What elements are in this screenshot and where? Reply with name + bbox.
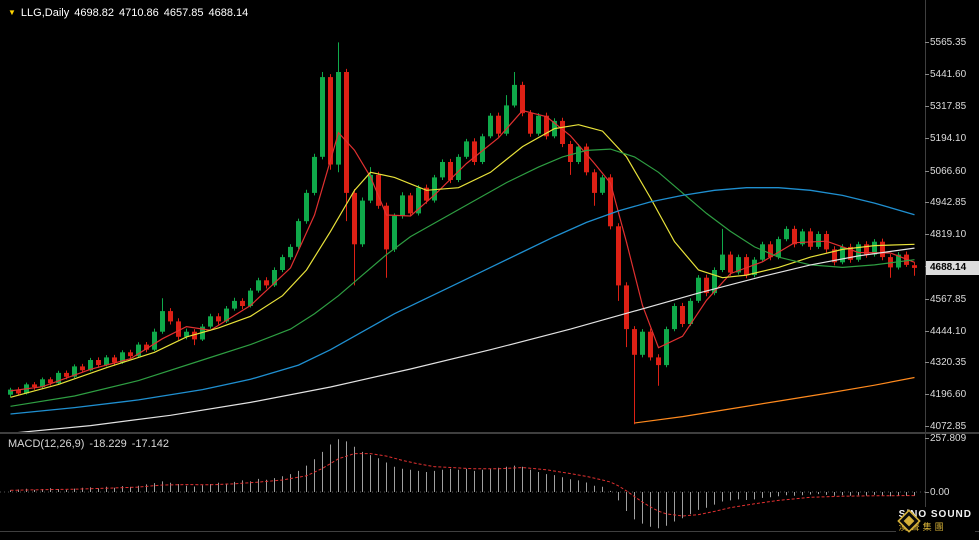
axis-label: 4444.10 bbox=[930, 326, 967, 337]
symbol-ohlc-readout: ▼ LLG,Daily 4698.82 4710.86 4657.85 4688.14 bbox=[8, 7, 253, 19]
symbol-period-label: LLG,Daily bbox=[20, 7, 70, 19]
macd-indicator-name: MACD(12,26,9) bbox=[8, 438, 85, 450]
axis-tick bbox=[925, 42, 929, 43]
symbol-marker-icon: ▼ bbox=[8, 8, 16, 17]
axis-tick bbox=[925, 299, 929, 300]
axis-label: 5194.10 bbox=[930, 133, 967, 144]
ohlc-high-value: 4710.86 bbox=[118, 7, 159, 19]
ohlc-close-value: 4688.14 bbox=[208, 7, 249, 19]
logo-text-cn: 漢聲集團 bbox=[898, 521, 947, 532]
bottom-separator bbox=[0, 531, 979, 532]
axis-label: 5317.85 bbox=[930, 101, 967, 112]
macd-main-value: -18.229 bbox=[89, 438, 127, 450]
axis-label: 4072.85 bbox=[930, 421, 967, 432]
axis-tick bbox=[925, 492, 929, 493]
axis-label: 4320.35 bbox=[930, 357, 967, 368]
axis-tick bbox=[925, 106, 929, 107]
logo-text-en: SiNO SOUND bbox=[898, 509, 972, 521]
axis-label: 5441.60 bbox=[930, 69, 967, 80]
axis-tick bbox=[925, 394, 929, 395]
ohlc-open-value: 4698.82 bbox=[74, 7, 114, 19]
ohlc-low-value: 4657.85 bbox=[163, 7, 204, 19]
current-price-value: 4688.14 bbox=[930, 262, 967, 273]
axis-label: 4567.85 bbox=[930, 294, 967, 305]
axis-label: 257.809 bbox=[930, 433, 967, 444]
axis-label: 4196.60 bbox=[930, 389, 967, 400]
axis-tick bbox=[925, 138, 929, 139]
sino-sound-logo: SiNO SOUND 漢聲集團 bbox=[895, 507, 975, 535]
axis-tick bbox=[925, 234, 929, 235]
axis-tick bbox=[925, 171, 929, 172]
candlestick-chart[interactable] bbox=[0, 0, 925, 432]
axis-label: 5066.60 bbox=[930, 166, 967, 177]
axis-tick bbox=[925, 74, 929, 75]
axis-separator-line bbox=[925, 0, 926, 531]
axis-label: 4942.85 bbox=[930, 197, 967, 208]
axis-tick bbox=[925, 426, 929, 427]
axis-label: 0.00 bbox=[930, 487, 950, 498]
axis-tick bbox=[925, 202, 929, 203]
axis-tick bbox=[925, 362, 929, 363]
current-price-tag: 4688.14 bbox=[926, 261, 979, 275]
axis-label: 5565.35 bbox=[930, 37, 967, 48]
pane-separator[interactable] bbox=[0, 432, 979, 434]
axis-label: 4819.10 bbox=[930, 229, 967, 240]
macd-chart[interactable] bbox=[0, 434, 925, 531]
macd-indicator-label: MACD(12,26,9) -18.229 -17.142 bbox=[8, 438, 174, 450]
macd-signal-value: -17.142 bbox=[131, 438, 170, 450]
axis-tick bbox=[925, 331, 929, 332]
diamond-logo-icon bbox=[896, 509, 921, 533]
axis-tick bbox=[925, 438, 929, 439]
